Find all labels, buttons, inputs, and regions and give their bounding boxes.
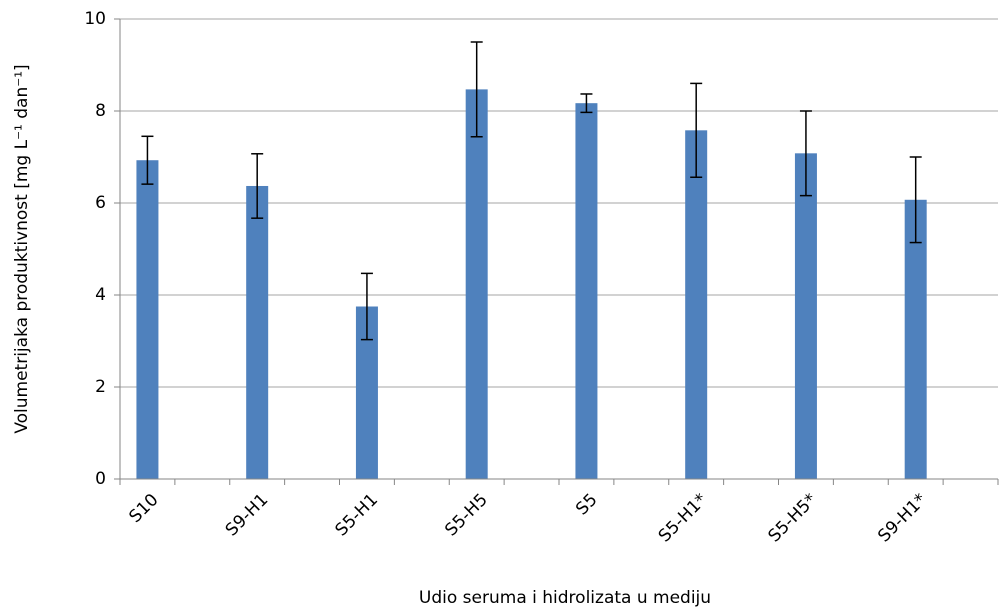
x-tick-label: S5-H1 — [332, 490, 382, 540]
y-tick-label: 4 — [95, 285, 106, 305]
x-tick-label: S9-H1 — [222, 490, 272, 540]
x-tick-label: S5-H5 — [441, 490, 491, 540]
bar — [355, 306, 378, 479]
bar — [904, 199, 927, 479]
bar — [136, 160, 159, 479]
y-tick-label: 6 — [95, 193, 106, 213]
x-tick-label: S5 — [572, 490, 601, 519]
x-tick-label: S10 — [125, 490, 162, 527]
bar — [465, 89, 488, 479]
y-tick-label: 0 — [95, 469, 106, 489]
x-tick-label: S5-H5* — [765, 490, 821, 546]
y-tick-label: 8 — [95, 101, 106, 121]
y-axis-title: Volumetrijaka produktivnost [mg L⁻¹ dan⁻… — [12, 64, 32, 433]
x-tick-label: S9-H1* — [874, 490, 930, 546]
bar — [575, 103, 598, 480]
bar — [794, 153, 817, 479]
x-axis-title: Udio seruma i hidrolizata u mediju — [419, 588, 711, 608]
y-tick-label: 10 — [84, 9, 106, 29]
y-tick-label: 2 — [95, 377, 106, 397]
x-tick-label: S5-H1* — [655, 490, 711, 546]
bar — [246, 185, 269, 480]
bar — [685, 130, 708, 479]
